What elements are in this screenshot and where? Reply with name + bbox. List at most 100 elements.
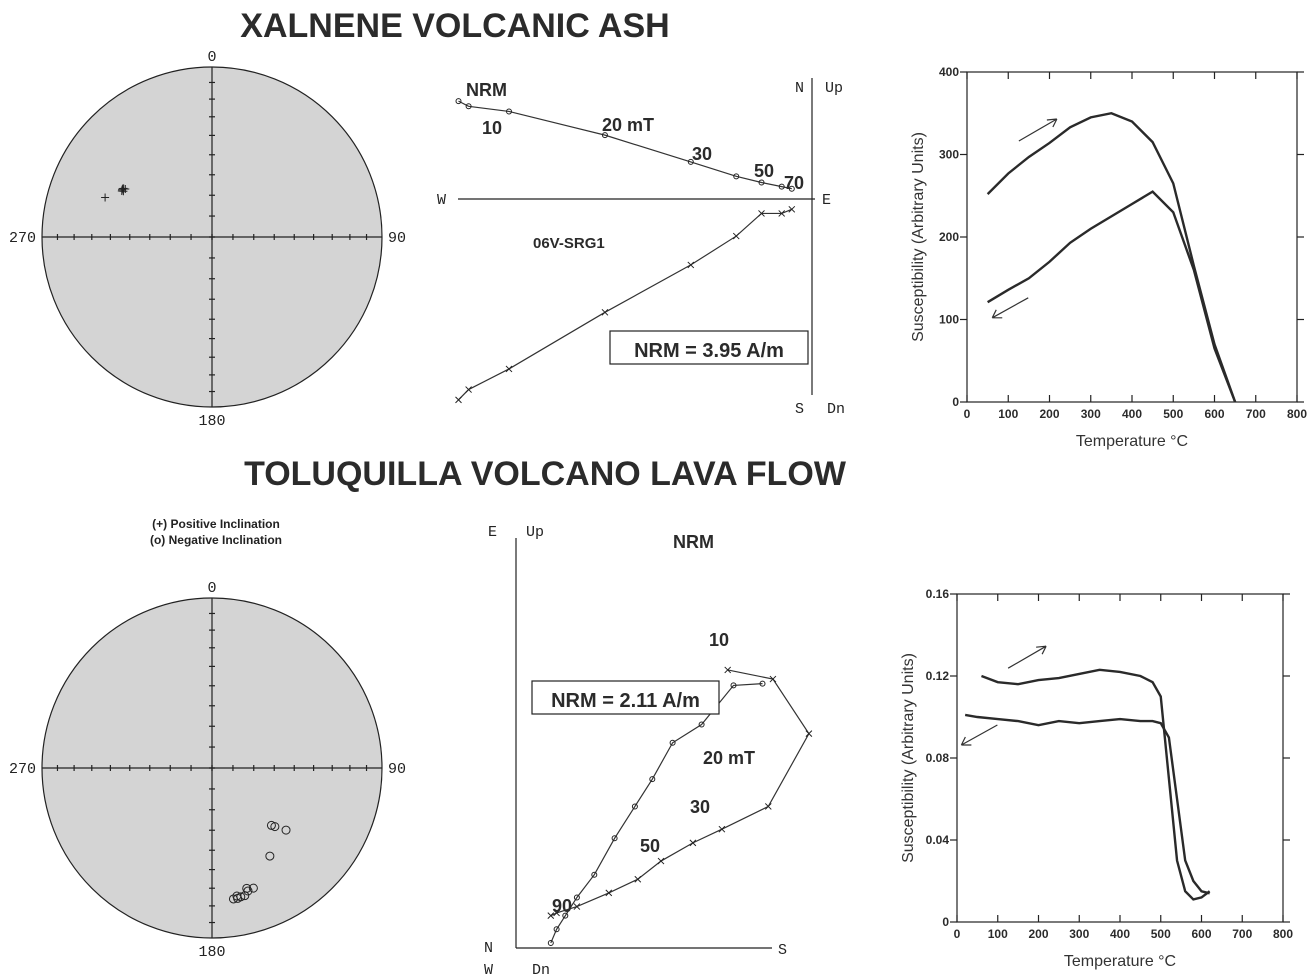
cooling-arrow-icon bbox=[960, 724, 998, 746]
y-tick-label: 200 bbox=[939, 230, 959, 244]
horizontal-point bbox=[718, 825, 726, 833]
step-label: 30 bbox=[690, 797, 710, 817]
data-point bbox=[265, 851, 275, 861]
axis-direction-label: N bbox=[795, 80, 804, 97]
bottom-zijderveld-plot: E Up NW Dn S NRM 10 20 mT 30 50 90 NRM = 2.11 A/m bbox=[484, 524, 813, 979]
axis-direction-label: S bbox=[795, 401, 804, 418]
y-tick-label: 0.08 bbox=[926, 751, 950, 765]
top-thermomagnetic-plot: 0 100 200 300 400 500 600 700 800 0 100 200 300 400 Te… bbox=[910, 65, 1307, 450]
direction-label: 0 bbox=[207, 580, 216, 597]
step-label: NRM bbox=[673, 532, 714, 552]
x-tick-label: 300 bbox=[1081, 407, 1101, 421]
axis-direction-label: Dn bbox=[532, 962, 550, 979]
bottom-stereonet: 0 90 180 270 (+) Positive Inclination (o) Neg… bbox=[9, 517, 406, 961]
vertical-point bbox=[611, 835, 618, 842]
vertical-point bbox=[505, 365, 513, 373]
horizontal-point bbox=[465, 103, 472, 110]
horizontal-point bbox=[724, 666, 732, 674]
horizontal-point bbox=[634, 875, 642, 883]
horizontal-point bbox=[573, 903, 581, 910]
horizontal-point bbox=[455, 98, 462, 105]
horizontal-point bbox=[689, 839, 697, 847]
horizontal-point bbox=[778, 183, 785, 190]
legend-entry: (o) Negative Inclination bbox=[150, 533, 282, 547]
x-axis-label: Temperature °C bbox=[1064, 953, 1176, 970]
x-tick-label: 400 bbox=[1110, 927, 1130, 941]
vertical-point bbox=[465, 386, 472, 393]
step-label: NRM bbox=[466, 80, 507, 100]
vertical-point bbox=[591, 871, 598, 878]
axis-direction-label: S bbox=[778, 942, 787, 959]
vertical-point bbox=[631, 803, 638, 810]
y-tick-label: 0.12 bbox=[926, 669, 950, 683]
x-tick-label: 100 bbox=[998, 407, 1018, 421]
step-label: 10 bbox=[709, 630, 729, 650]
horizontal-point bbox=[601, 132, 608, 139]
heating-arrow-icon bbox=[1018, 118, 1058, 142]
vertical-point bbox=[573, 894, 580, 901]
horizontal-point bbox=[788, 185, 795, 192]
legend-entry: (+) Positive Inclination bbox=[152, 517, 280, 531]
y-tick-label: 300 bbox=[939, 148, 959, 162]
x-tick-label: 700 bbox=[1246, 407, 1266, 421]
direction-label: 270 bbox=[9, 761, 36, 778]
top-stereonet: 0 90 180 270 bbox=[9, 49, 406, 430]
vertical-point bbox=[649, 776, 656, 783]
heating-curve bbox=[986, 112, 1237, 403]
x-tick-label: 600 bbox=[1191, 927, 1211, 941]
x-tick-label: 600 bbox=[1204, 407, 1224, 421]
data-point bbox=[248, 883, 258, 893]
top-title: XALNENE VOLCANIC ASH bbox=[240, 7, 669, 45]
x-tick-label: 200 bbox=[1039, 407, 1059, 421]
direction-label: 270 bbox=[9, 230, 36, 247]
direction-label: 180 bbox=[198, 413, 225, 430]
vertical-projection-line bbox=[458, 208, 793, 401]
horizontal-projection-line bbox=[458, 100, 792, 190]
heating-arrow-icon bbox=[1007, 645, 1047, 669]
vertical-point bbox=[455, 396, 462, 404]
data-point bbox=[270, 822, 280, 832]
x-tick-label: 800 bbox=[1287, 407, 1307, 421]
vertical-point bbox=[553, 926, 560, 933]
cooling-arrow-icon bbox=[991, 297, 1029, 319]
y-tick-label: 0.16 bbox=[926, 587, 950, 601]
cooling-curve bbox=[964, 713, 1210, 895]
horizontal-point bbox=[506, 108, 512, 115]
vertical-point bbox=[730, 682, 737, 689]
x-tick-label: 0 bbox=[964, 407, 971, 421]
cooling-curve bbox=[987, 190, 1237, 403]
step-label: 30 bbox=[692, 144, 712, 164]
vertical-point bbox=[547, 939, 554, 946]
horizontal-projection-line bbox=[550, 669, 810, 917]
y-tick-label: 400 bbox=[939, 65, 959, 79]
vertical-point bbox=[758, 210, 765, 217]
direction-label: 180 bbox=[198, 944, 225, 961]
vertical-point bbox=[778, 210, 786, 217]
step-label: 90 bbox=[552, 896, 572, 916]
data-point bbox=[228, 894, 238, 904]
horizontal-point bbox=[805, 730, 813, 738]
nrm-annotation: NRM = 3.95 A/m bbox=[634, 340, 784, 362]
data-point bbox=[281, 825, 291, 835]
y-axis-label: Susceptibility (Arbitrary Units) bbox=[900, 653, 917, 863]
direction-label: 90 bbox=[388, 761, 406, 778]
horizontal-point bbox=[687, 158, 694, 165]
axis-direction-label: Up bbox=[526, 524, 544, 541]
data-point bbox=[243, 886, 253, 896]
x-tick-label: 700 bbox=[1232, 927, 1252, 941]
bottom-thermomagnetic-plot: 0 100 200 300 400 500 600 700 800 0 0.04 0.08 0.12 0.… bbox=[900, 587, 1293, 970]
data-point bbox=[101, 193, 110, 202]
vertical-point bbox=[732, 232, 740, 240]
top-zijderveld-plot: N Up W E S Dn NRM 10 20 mT 30 50 70 NRM = 3.95 A/m 06… bbox=[437, 78, 845, 418]
x-tick-label: 100 bbox=[988, 927, 1008, 941]
horizontal-point bbox=[605, 889, 613, 897]
x-tick-label: 300 bbox=[1069, 927, 1089, 941]
y-tick-label: 0.04 bbox=[926, 833, 950, 847]
direction-label: 0 bbox=[207, 49, 216, 66]
axis-direction-label: Dn bbox=[827, 401, 845, 418]
direction-label: 90 bbox=[388, 230, 406, 247]
horizontal-point bbox=[758, 179, 765, 186]
step-label: 50 bbox=[640, 836, 660, 856]
vertical-point bbox=[601, 308, 609, 316]
